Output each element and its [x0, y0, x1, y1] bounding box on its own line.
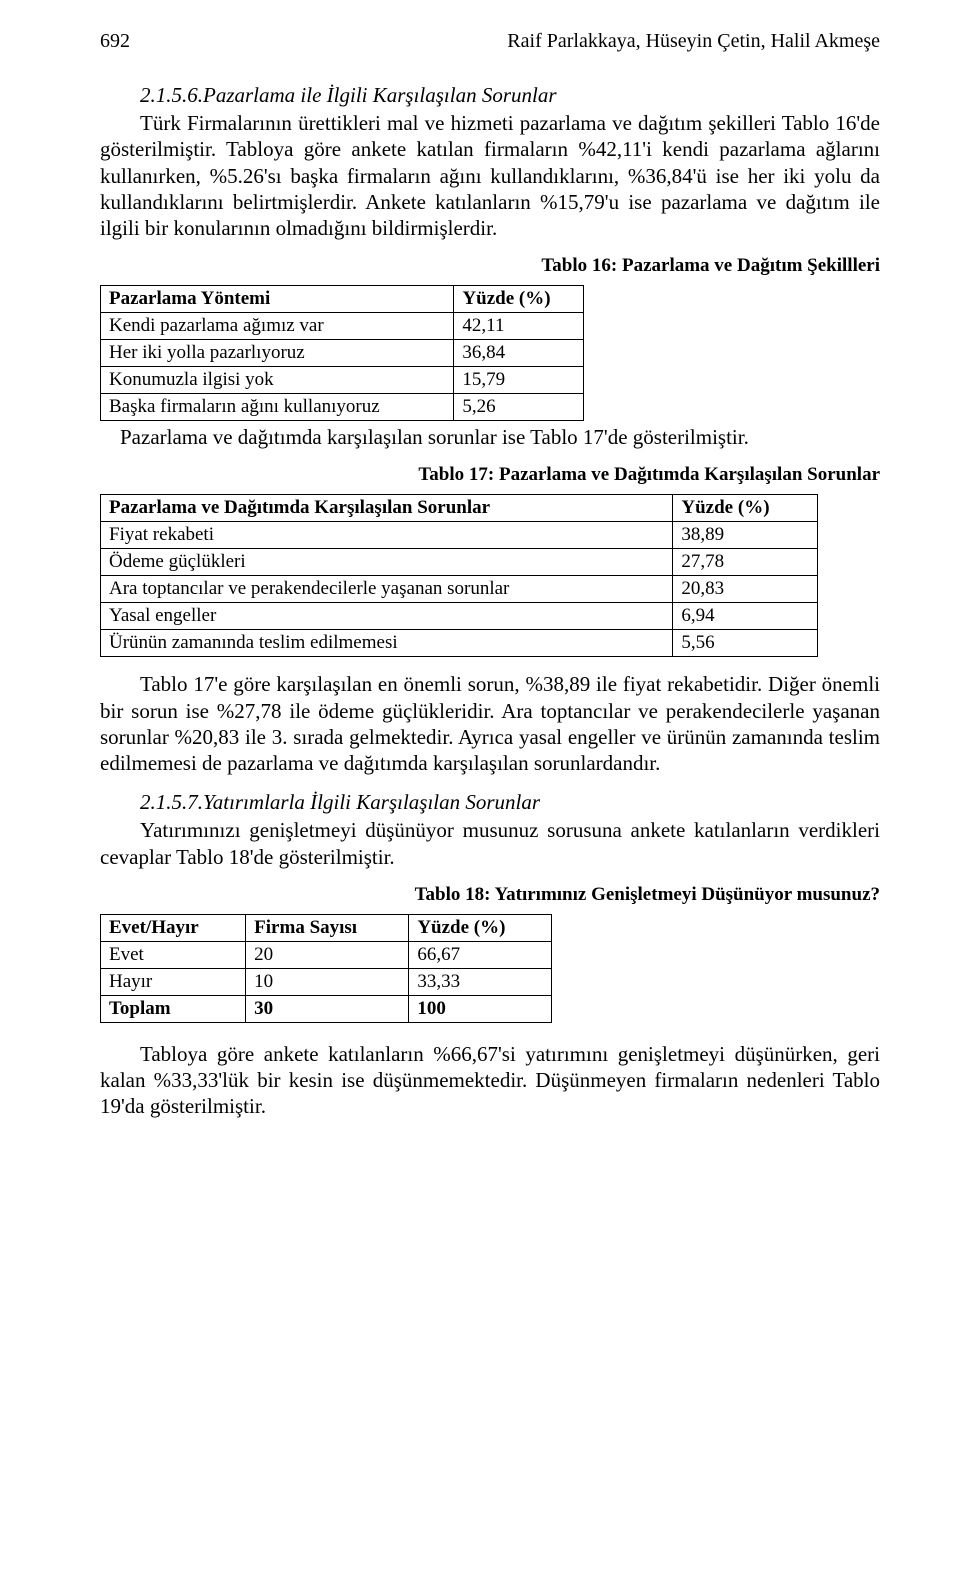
t18-c3: 100 [409, 995, 552, 1022]
t17-value: 5,56 [673, 630, 817, 657]
table-row: Hayır 10 33,33 [101, 968, 552, 995]
table17-col2: Yüzde (%) [673, 495, 817, 522]
t18-c1: Evet [101, 941, 246, 968]
t16-label: Başka firmaların ağını kullanıyoruz [101, 394, 454, 421]
paragraph-2156: Türk Firmalarının ürettikleri mal ve hiz… [100, 110, 880, 241]
page-number: 692 [100, 30, 130, 53]
t18-c3: 33,33 [409, 968, 552, 995]
table-row: Konumuzla ilgisi yok 15,79 [101, 367, 584, 394]
table-row: Her iki yolla pazarlıyoruz 36,84 [101, 340, 584, 367]
table-row: Ürünün zamanında teslim edilmemesi 5,56 [101, 630, 818, 657]
t16-value: 15,79 [454, 367, 583, 394]
t17-label: Ödeme güçlükleri [101, 549, 673, 576]
table-row: Evet/Hayır Firma Sayısı Yüzde (%) [101, 914, 552, 941]
table-row: Yasal engeller 6,94 [101, 603, 818, 630]
t18-c2: 30 [246, 995, 409, 1022]
table18-col1: Evet/Hayır [101, 914, 246, 941]
t16-value: 5,26 [454, 394, 583, 421]
table18-caption: Tablo 18: Yatırımınız Genişletmeyi Düşün… [100, 884, 880, 906]
table-row: Ara toptancılar ve perakendecilerle yaşa… [101, 576, 818, 603]
t17-label: Fiyat rekabeti [101, 522, 673, 549]
table17-caption: Tablo 17: Pazarlama ve Dağıtımda Karşıla… [100, 464, 880, 486]
page-header: 692 Raif Parlakkaya, Hüseyin Çetin, Hali… [100, 30, 880, 53]
t17-label: Ara toptancılar ve perakendecilerle yaşa… [101, 576, 673, 603]
t17-value: 27,78 [673, 549, 817, 576]
paragraph-table17: Tablo 17'e göre karşılaşılan en önemli s… [100, 671, 880, 776]
table18: Evet/Hayır Firma Sayısı Yüzde (%) Evet 2… [100, 914, 552, 1023]
table-row: Ödeme güçlükleri 27,78 [101, 549, 818, 576]
t17-label: Ürünün zamanında teslim edilmemesi [101, 630, 673, 657]
paragraph-2157: Yatırımınızı genişletmeyi düşünüyor musu… [100, 817, 880, 870]
table17: Pazarlama ve Dağıtımda Karşılaşılan Soru… [100, 494, 818, 657]
t16-value: 42,11 [454, 313, 583, 340]
table16: Pazarlama Yöntemi Yüzde (%) Kendi pazarl… [100, 285, 584, 421]
table18-col3: Yüzde (%) [409, 914, 552, 941]
t16-label: Kendi pazarlama ağımız var [101, 313, 454, 340]
t16-label: Konumuzla ilgisi yok [101, 367, 454, 394]
table16-col2: Yüzde (%) [454, 286, 583, 313]
t16-value: 36,84 [454, 340, 583, 367]
t16-label: Her iki yolla pazarlıyoruz [101, 340, 454, 367]
table16-after-text: Pazarlama ve dağıtımda karşılaşılan soru… [100, 425, 880, 450]
table-row: Evet 20 66,67 [101, 941, 552, 968]
table-row: Fiyat rekabeti 38,89 [101, 522, 818, 549]
header-authors: Raif Parlakkaya, Hüseyin Çetin, Halil Ak… [507, 30, 880, 53]
t17-label: Yasal engeller [101, 603, 673, 630]
section-heading-2157: 2.1.5.7.Yatırımlarla İlgili Karşılaşılan… [140, 790, 880, 815]
table16-col1: Pazarlama Yöntemi [101, 286, 454, 313]
paragraph-table18: Tabloya göre ankete katılanların %66,67'… [100, 1041, 880, 1120]
t18-c1: Toplam [101, 995, 246, 1022]
table-row: Pazarlama ve Dağıtımda Karşılaşılan Soru… [101, 495, 818, 522]
table-row: Kendi pazarlama ağımız var 42,11 [101, 313, 584, 340]
t18-c2: 20 [246, 941, 409, 968]
page: 692 Raif Parlakkaya, Hüseyin Çetin, Hali… [0, 0, 960, 1174]
t17-value: 38,89 [673, 522, 817, 549]
table-row: Başka firmaların ağını kullanıyoruz 5,26 [101, 394, 584, 421]
t17-value: 20,83 [673, 576, 817, 603]
table-row: Pazarlama Yöntemi Yüzde (%) [101, 286, 584, 313]
t18-c3: 66,67 [409, 941, 552, 968]
table17-col1: Pazarlama ve Dağıtımda Karşılaşılan Soru… [101, 495, 673, 522]
t17-value: 6,94 [673, 603, 817, 630]
t18-c2: 10 [246, 968, 409, 995]
table16-caption: Tablo 16: Pazarlama ve Dağıtım Şekilller… [100, 255, 880, 277]
t18-c1: Hayır [101, 968, 246, 995]
table18-col2: Firma Sayısı [246, 914, 409, 941]
section-heading-2156: 2.1.5.6.Pazarlama ile İlgili Karşılaşıla… [140, 83, 880, 108]
table-row: Toplam 30 100 [101, 995, 552, 1022]
